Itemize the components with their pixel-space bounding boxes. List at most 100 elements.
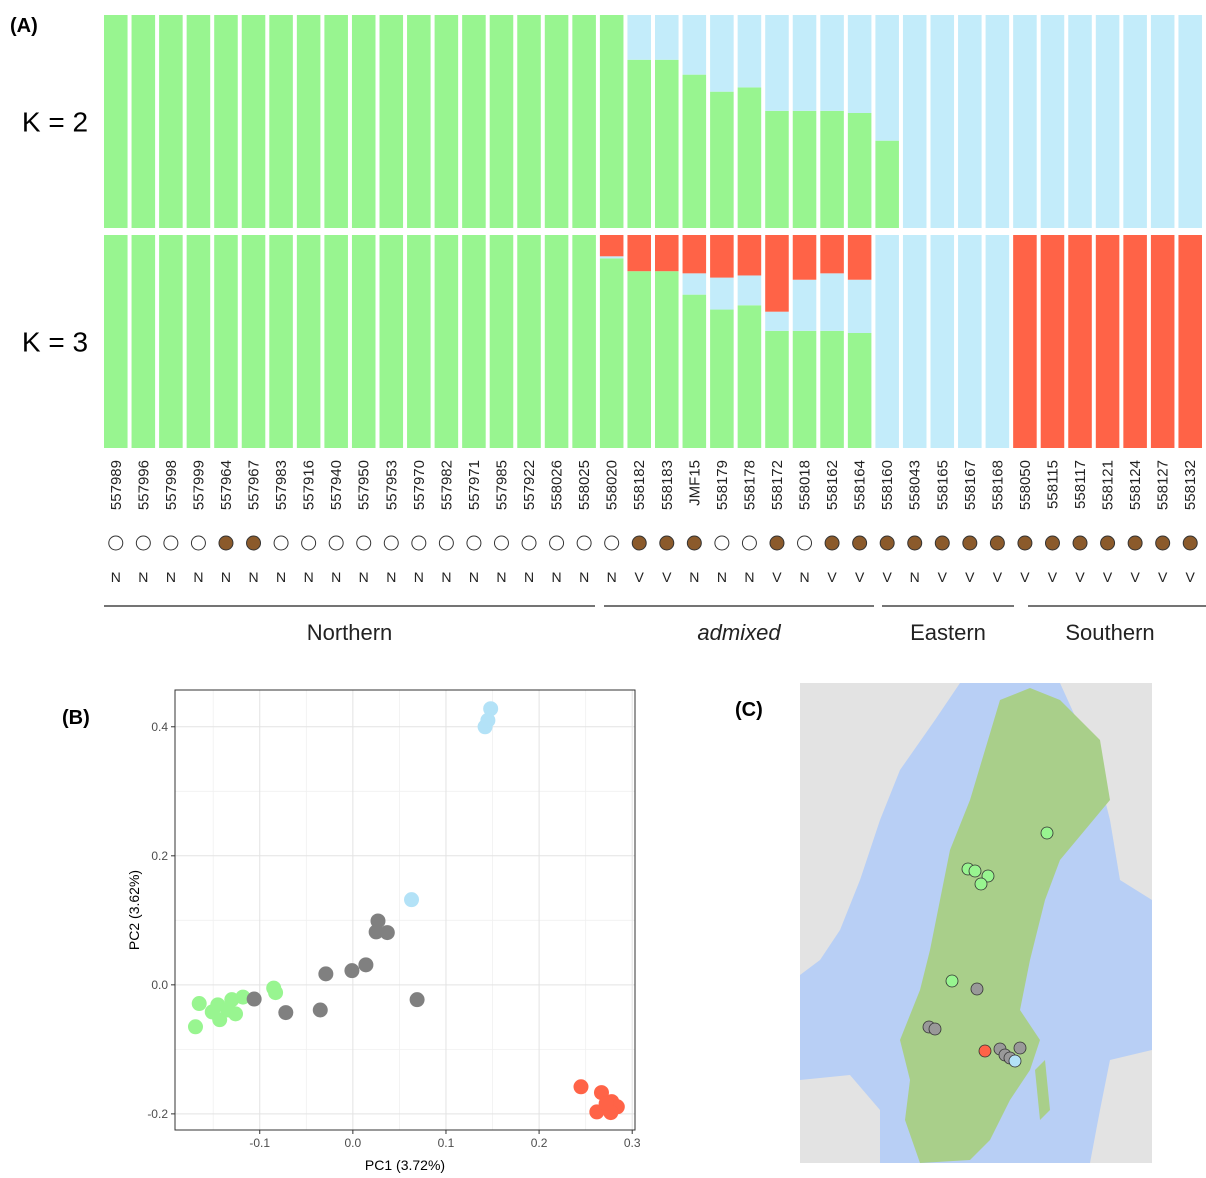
bar-segment bbox=[159, 15, 183, 228]
bar-segment bbox=[1096, 235, 1120, 448]
sample-label: 558164 bbox=[852, 460, 869, 510]
bar-segment bbox=[572, 235, 596, 448]
sample-code: N bbox=[221, 569, 231, 585]
bar-segment bbox=[1096, 15, 1120, 228]
bar-segment bbox=[903, 235, 927, 448]
sample-code: V bbox=[1130, 569, 1140, 585]
point bbox=[573, 1079, 588, 1094]
sample-marker bbox=[632, 536, 646, 550]
sample-code: N bbox=[524, 569, 534, 585]
sample-marker bbox=[880, 536, 894, 550]
bar-segment bbox=[545, 235, 569, 448]
bar-segment bbox=[793, 280, 817, 331]
sample-label: JMF15 bbox=[686, 460, 703, 506]
row-label: K = 3 bbox=[22, 327, 88, 358]
bar-segment bbox=[407, 235, 431, 448]
sample-code: V bbox=[855, 569, 865, 585]
sample-code: N bbox=[469, 569, 479, 585]
site bbox=[975, 878, 987, 890]
bar-segment bbox=[380, 235, 404, 448]
sample-code: N bbox=[607, 569, 617, 585]
bar-segment bbox=[517, 15, 541, 228]
sample-marker bbox=[853, 536, 867, 550]
bar-segment bbox=[655, 271, 679, 448]
bar-segment bbox=[848, 280, 872, 333]
sample-marker bbox=[1101, 536, 1115, 550]
x-tick-label: 0.3 bbox=[624, 1136, 641, 1150]
sample-marker bbox=[963, 536, 977, 550]
sample-label: 558178 bbox=[741, 460, 758, 510]
bar-segment bbox=[655, 235, 679, 271]
bar-segment bbox=[242, 15, 266, 228]
x-tick-label: -0.1 bbox=[249, 1136, 270, 1150]
bar-segment bbox=[765, 331, 789, 448]
bar-segment bbox=[600, 258, 624, 448]
sample-label: 558162 bbox=[824, 460, 841, 510]
sample-label: 558020 bbox=[604, 460, 621, 510]
sample-label: 558124 bbox=[1127, 460, 1144, 510]
bar-segment bbox=[1013, 235, 1037, 448]
bar-segment bbox=[986, 235, 1010, 448]
sample-code: N bbox=[717, 569, 727, 585]
sample-label: 557985 bbox=[493, 460, 510, 510]
bar-segment bbox=[793, 15, 817, 111]
point bbox=[599, 1096, 614, 1111]
sample-marker bbox=[357, 536, 371, 550]
sample-label: 557953 bbox=[383, 460, 400, 510]
bar-segment bbox=[765, 312, 789, 331]
sample-code: V bbox=[883, 569, 893, 585]
sample-label: 557940 bbox=[328, 460, 345, 510]
bar-segment bbox=[820, 15, 844, 111]
sample-code: N bbox=[552, 569, 562, 585]
sample-label: 557982 bbox=[438, 460, 455, 510]
bar-segment bbox=[820, 273, 844, 331]
sample-code: N bbox=[304, 569, 314, 585]
sample-code: V bbox=[1158, 569, 1168, 585]
sample-marker bbox=[164, 536, 178, 550]
sample-code: V bbox=[965, 569, 975, 585]
bar-segment bbox=[159, 235, 183, 448]
sample-label: 557996 bbox=[135, 460, 152, 510]
bar-segment bbox=[710, 278, 734, 310]
sample-code: V bbox=[1075, 569, 1085, 585]
sample-label: 558025 bbox=[576, 460, 593, 510]
bar-segment bbox=[132, 235, 156, 448]
sample-marker bbox=[247, 536, 261, 550]
sample-label: 558026 bbox=[549, 460, 566, 510]
sample-code: N bbox=[359, 569, 369, 585]
bar-segment bbox=[627, 15, 651, 60]
point bbox=[410, 992, 425, 1007]
bar-segment bbox=[848, 113, 872, 228]
figure: (A) (B) (C) K = 2K = 3557989N557996N5579… bbox=[0, 0, 1206, 1173]
bar-segment bbox=[627, 235, 651, 271]
point bbox=[278, 1005, 293, 1020]
sample-marker bbox=[219, 536, 233, 550]
bar-segment bbox=[738, 15, 762, 87]
site bbox=[946, 975, 958, 987]
sample-label: 558117 bbox=[1072, 460, 1089, 509]
sample-code: V bbox=[662, 569, 672, 585]
sample-marker bbox=[550, 536, 564, 550]
sample-marker bbox=[439, 536, 453, 550]
sample-code: N bbox=[386, 569, 396, 585]
bar-segment bbox=[710, 310, 734, 448]
sample-label: 557964 bbox=[218, 460, 235, 510]
bar-segment bbox=[214, 15, 238, 228]
bar-segment bbox=[793, 111, 817, 228]
bar-segment bbox=[710, 235, 734, 278]
sample-label: 557983 bbox=[273, 460, 290, 510]
bar-segment bbox=[242, 235, 266, 448]
bar-segment bbox=[1123, 15, 1147, 228]
sample-marker bbox=[136, 536, 150, 550]
panel-label: (A) bbox=[10, 15, 38, 37]
group-label: Southern bbox=[1065, 620, 1154, 645]
bar-segment bbox=[848, 235, 872, 280]
bar-segment bbox=[875, 141, 899, 228]
bar-segment bbox=[683, 295, 707, 448]
sample-label: 558167 bbox=[962, 460, 979, 510]
bar-segment bbox=[903, 15, 927, 228]
bar-segment bbox=[490, 235, 514, 448]
sample-marker bbox=[1183, 536, 1197, 550]
sample-marker bbox=[715, 536, 729, 550]
bar-segment bbox=[600, 235, 624, 256]
